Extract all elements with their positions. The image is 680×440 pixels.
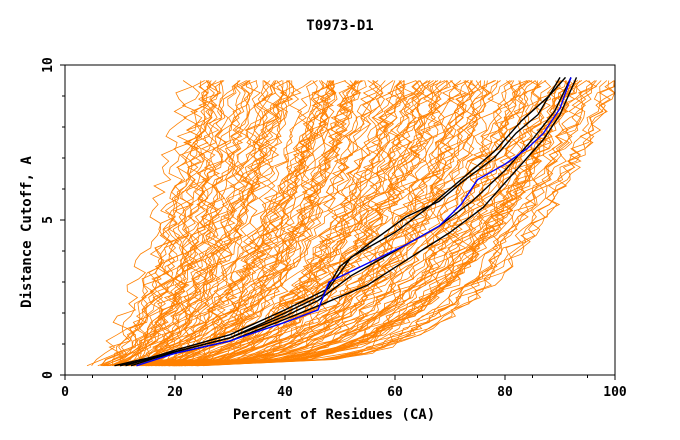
background-series-group <box>86 80 616 367</box>
background-series-line <box>191 80 577 367</box>
chart-title: T0973-D1 <box>306 18 373 34</box>
background-series-line <box>196 80 543 367</box>
background-series-line <box>86 80 226 367</box>
background-series-line <box>128 80 241 366</box>
background-series-line <box>114 80 250 367</box>
background-series-line <box>163 80 462 367</box>
background-series-line <box>136 80 338 367</box>
background-series-line <box>124 80 318 367</box>
background-series-line <box>132 80 270 367</box>
background-series-line <box>196 80 598 367</box>
background-series-line <box>124 80 283 367</box>
background-series-line <box>133 80 383 367</box>
background-series-line <box>134 80 290 367</box>
background-series-line <box>158 80 501 367</box>
background-series-line <box>145 80 448 367</box>
background-series-line <box>174 80 583 367</box>
background-series-line <box>139 80 357 367</box>
background-series-line <box>132 80 312 367</box>
x-tick-label: 0 <box>61 385 69 400</box>
blue-series-line <box>136 77 572 367</box>
background-series-line <box>119 80 379 367</box>
background-series-line <box>127 80 261 367</box>
background-series-line <box>163 80 558 367</box>
background-series-line <box>133 80 428 367</box>
background-series-line <box>181 80 530 367</box>
y-tick-label: 10 <box>41 57 56 73</box>
y-tick-label: 5 <box>41 216 56 224</box>
background-series-line <box>178 80 571 367</box>
background-series-line <box>109 80 247 367</box>
background-series-line <box>119 80 295 367</box>
background-series-line <box>168 80 471 367</box>
background-series-line <box>191 80 616 367</box>
x-tick-label: 40 <box>277 385 293 400</box>
background-series-line <box>172 80 571 367</box>
background-series-line <box>102 80 277 367</box>
background-series-line <box>141 80 356 367</box>
x-axis-label: Percent of Residues (CA) <box>233 407 435 423</box>
x-tick-label: 80 <box>497 385 513 400</box>
background-series-line <box>117 80 346 367</box>
background-series-line <box>176 80 459 367</box>
background-series-line <box>139 80 359 367</box>
background-series-line <box>115 80 302 367</box>
background-series-line <box>148 80 396 367</box>
background-series-line <box>135 80 426 367</box>
background-series-line <box>185 80 533 367</box>
y-axis-label: Distance Cutoff, A <box>19 156 35 308</box>
background-series-line <box>133 80 367 367</box>
background-series-line <box>175 80 528 367</box>
background-series-line <box>161 80 497 367</box>
x-tick-label: 20 <box>167 385 183 400</box>
background-series-line <box>142 80 431 367</box>
highlight-series-group <box>114 76 578 367</box>
background-series-line <box>111 80 271 367</box>
x-axis: 0 20 40 60 80 100 <box>61 375 627 400</box>
background-series-line <box>168 80 439 367</box>
background-series-line <box>198 80 616 367</box>
background-series-line <box>140 80 451 367</box>
background-series-line <box>175 80 516 367</box>
background-series-line <box>176 80 542 367</box>
background-series-line <box>149 80 456 367</box>
background-series-line <box>132 80 335 367</box>
background-series-line <box>120 80 379 367</box>
background-series-line <box>184 80 583 367</box>
background-series-line <box>102 80 208 367</box>
background-series-line <box>106 80 294 367</box>
background-series-line <box>173 80 434 367</box>
x-tick-label: 60 <box>387 385 403 400</box>
black-series-line <box>130 77 572 367</box>
background-series-line <box>160 80 481 367</box>
background-series-line <box>124 80 335 367</box>
background-series-line <box>173 80 615 367</box>
background-series-line <box>147 80 469 367</box>
background-series-line <box>101 80 209 366</box>
background-series-line <box>181 80 608 367</box>
background-series-line <box>135 80 384 367</box>
background-series-line <box>131 80 225 367</box>
background-series-line <box>176 80 514 367</box>
background-series-line <box>180 80 539 367</box>
background-series-line <box>180 80 596 367</box>
black-series-line <box>125 76 567 367</box>
background-series-line <box>145 80 353 367</box>
background-series-line <box>91 80 193 366</box>
x-tick-label: 100 <box>603 385 627 400</box>
background-series-line <box>168 80 469 367</box>
background-series-line <box>102 80 318 367</box>
y-tick-label: 0 <box>41 371 56 379</box>
background-series-line <box>100 80 212 366</box>
background-series-line <box>160 80 488 367</box>
y-axis: 0 5 10 <box>41 57 65 379</box>
